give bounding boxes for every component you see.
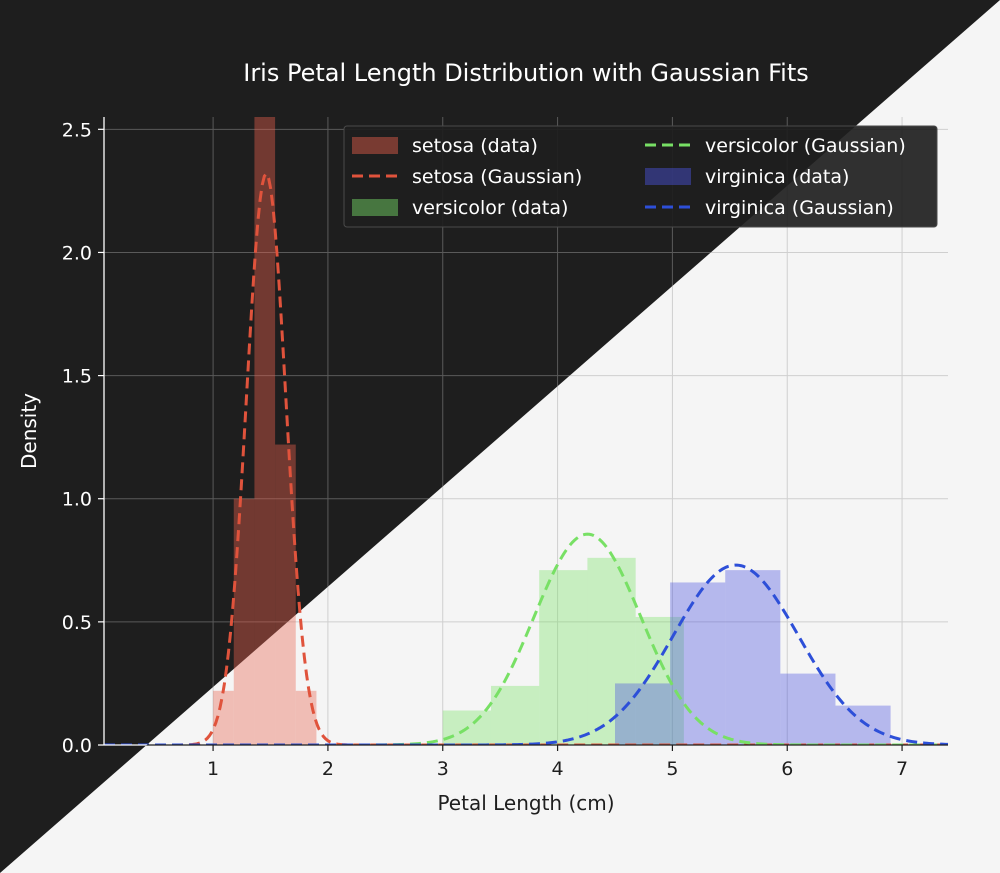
virginica-bar-light bbox=[725, 570, 781, 745]
legend-item-virginica-patch: virginica (data) bbox=[645, 166, 849, 188]
legend-item-setosa-patch: setosa (data) bbox=[352, 135, 538, 157]
setosa-bar-light bbox=[295, 690, 317, 745]
versicolor-histogram-light bbox=[442, 557, 684, 745]
virginica-bar-light bbox=[614, 683, 671, 745]
virginica-bar-light bbox=[835, 705, 891, 745]
legend: setosa (data) setosa (Gaussian) versicolor… bbox=[343, 125, 938, 228]
legend-swatch bbox=[352, 199, 398, 216]
y-tick-label: 1.5 bbox=[62, 366, 92, 388]
legend-item-versicolor-patch: versicolor (data) bbox=[352, 197, 568, 219]
legend-label: setosa (Gaussian) bbox=[412, 166, 582, 188]
versicolor-bar-light bbox=[635, 616, 684, 745]
y-tick-label: 0.5 bbox=[62, 612, 92, 634]
virginica-histogram-light bbox=[614, 570, 891, 745]
legend-item-setosa-line: setosa (Gaussian) bbox=[352, 166, 582, 188]
legend-item-versicolor-line: versicolor (Gaussian) bbox=[645, 135, 906, 157]
setosa-bar-dark bbox=[254, 117, 276, 745]
versicolor-bar-light bbox=[539, 570, 588, 745]
x-tick-label: 3 bbox=[437, 758, 449, 780]
x-tick-label: 2 bbox=[322, 758, 334, 780]
chart-title: Iris Petal Length Distribution with Gaus… bbox=[243, 59, 809, 87]
legend-label: virginica (Gaussian) bbox=[705, 197, 894, 219]
setosa-bar-light bbox=[213, 690, 234, 745]
y-tick-label: 2.5 bbox=[62, 119, 92, 141]
versicolor-bar-light bbox=[490, 685, 540, 745]
y-tick-label: 1.0 bbox=[62, 489, 92, 511]
y-axis-label: Density bbox=[17, 393, 41, 469]
legend-label: versicolor (Gaussian) bbox=[705, 135, 906, 157]
legend-label: versicolor (data) bbox=[412, 197, 568, 219]
x-tick-label: 5 bbox=[666, 758, 678, 780]
y-tick-label: 2.0 bbox=[62, 242, 92, 264]
x-axis-label: Petal Length (cm) bbox=[437, 791, 614, 815]
legend-swatch bbox=[645, 168, 691, 185]
x-tick-label: 6 bbox=[781, 758, 793, 780]
legend-label: virginica (data) bbox=[705, 166, 849, 188]
virginica-bar-light bbox=[780, 673, 836, 745]
x-tick-label: 4 bbox=[552, 758, 564, 780]
setosa-gaussian-line-dark bbox=[104, 171, 948, 745]
tick-labels: 1 2 3 4 5 6 7 0.0 0.5 1.0 1.5 2.0 2.5 bbox=[62, 119, 908, 780]
legend-swatch bbox=[352, 137, 398, 154]
y-tick-label: 0.0 bbox=[62, 735, 92, 757]
legend-box bbox=[343, 125, 938, 228]
x-tick-label: 1 bbox=[207, 758, 219, 780]
legend-label: setosa (data) bbox=[412, 135, 538, 157]
x-tick-label: 7 bbox=[896, 758, 908, 780]
legend-item-virginica-line: virginica (Gaussian) bbox=[645, 197, 894, 219]
